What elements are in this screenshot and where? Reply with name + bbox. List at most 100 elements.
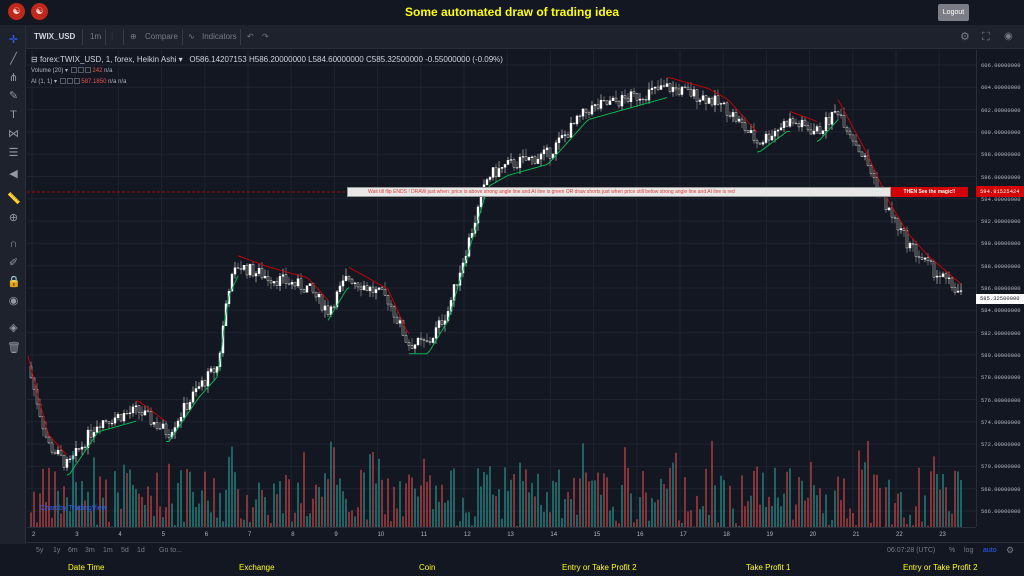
axis-settings-icon[interactable]: ⚙ xyxy=(1006,545,1015,555)
volume-bar xyxy=(120,508,122,527)
goto-button[interactable]: Go to... xyxy=(159,547,182,554)
range-1d[interactable]: 1d xyxy=(137,547,145,554)
candle-body xyxy=(161,423,165,429)
ai-line-segment xyxy=(675,79,680,81)
time-tick-label: 18 xyxy=(723,532,730,538)
percent-toggle[interactable]: % xyxy=(949,547,956,554)
candle-body xyxy=(812,130,816,135)
pattern-icon[interactable]: ⋈ xyxy=(8,128,19,140)
interval-selector[interactable]: 1m xyxy=(90,32,102,41)
candle-body xyxy=(275,281,279,286)
ruler-icon[interactable]: 📏 xyxy=(7,193,21,205)
auto-toggle[interactable]: auto xyxy=(983,547,997,554)
undo-icon[interactable]: ↶ xyxy=(247,32,254,41)
layers-icon[interactable]: ◈ xyxy=(9,322,18,334)
fib-icon[interactable]: ☰ xyxy=(8,147,19,159)
candle-body xyxy=(356,282,360,288)
log-toggle[interactable]: log xyxy=(964,547,974,554)
range-1y[interactable]: 1y xyxy=(53,547,61,554)
volume-study-name[interactable]: Volume (20) xyxy=(31,68,64,74)
volume-bar xyxy=(393,486,395,527)
series-name[interactable]: forex:TWIX_USD, 1, forex, Heikin Ashi xyxy=(39,55,177,64)
volume-bar xyxy=(48,467,50,527)
ai-line-segment xyxy=(207,383,212,388)
settings-icon[interactable]: ⚙ xyxy=(960,31,970,43)
ai-line-segment xyxy=(708,88,713,92)
close-small-icon[interactable] xyxy=(73,78,80,85)
range-6m[interactable]: 6m xyxy=(68,547,78,554)
eye-icon[interactable]: ◉ xyxy=(8,295,19,307)
visibility-icon[interactable] xyxy=(70,67,77,74)
crosshair-icon[interactable]: ✛ xyxy=(8,34,19,46)
volume-bar xyxy=(690,510,692,527)
redo-icon[interactable]: ↷ xyxy=(262,32,269,41)
volume-bar xyxy=(318,487,320,527)
indicators-button[interactable]: Indicators xyxy=(202,32,237,41)
chart-type-icon[interactable]: ⫶ xyxy=(111,32,113,41)
collapse-icon[interactable]: ⊟ xyxy=(31,55,38,64)
range-1m[interactable]: 1m xyxy=(103,547,113,554)
chart-canvas[interactable] xyxy=(27,50,976,527)
ai-line-segment xyxy=(42,414,47,427)
ai-line-segment xyxy=(243,257,248,260)
candle-body xyxy=(269,280,273,284)
ai-line-segment xyxy=(255,261,260,264)
volume-bar xyxy=(264,497,266,527)
candle-body xyxy=(503,164,507,168)
settings-small-icon[interactable] xyxy=(66,78,73,85)
zoom-icon[interactable]: ⊕ xyxy=(8,212,19,224)
volume-bar xyxy=(546,492,548,527)
candle-body xyxy=(728,115,732,117)
ai-line-segment xyxy=(663,97,668,99)
trash-icon[interactable]: 🗑 xyxy=(7,342,21,354)
volume-bar xyxy=(111,526,113,527)
candle-body xyxy=(674,86,678,90)
range-5y[interactable]: 5y xyxy=(36,547,44,554)
price-axis[interactable]: 606.00000000 604.00000000 602.00000000 600.… xyxy=(976,50,1024,527)
time-axis[interactable]: 2 3 4 5 6 7 8 9 10 11 12 13 14 15 16 17 18 19 20 21 22 23 xyxy=(27,527,976,542)
volume-bar xyxy=(315,484,317,527)
ai-line-segment xyxy=(738,111,743,116)
compare-button[interactable]: Compare xyxy=(145,32,178,41)
logout-button[interactable]: Logout xyxy=(938,4,969,21)
volume-bar xyxy=(567,492,569,527)
divider xyxy=(105,29,106,45)
settings-small-icon[interactable] xyxy=(77,67,84,74)
snapshot-icon[interactable]: ◉ xyxy=(1004,31,1013,42)
compare-icon[interactable]: ⊕ xyxy=(130,32,137,41)
back-arrow-icon[interactable]: ◀ xyxy=(9,168,18,180)
tradingview-watermark[interactable]: Chart by TradingView xyxy=(40,505,107,512)
ai-line-segment xyxy=(528,168,533,170)
ai-line-segment xyxy=(30,367,35,380)
ai-line-segment xyxy=(489,183,494,186)
candle-body xyxy=(506,160,510,165)
text-icon[interactable]: T xyxy=(10,109,17,121)
fullscreen-icon[interactable]: ⛶ xyxy=(982,31,990,43)
ai-study-name[interactable]: AI (1, 1) xyxy=(31,79,53,85)
dropdown-icon[interactable]: ▾ xyxy=(178,55,183,64)
ai-line-segment xyxy=(609,112,614,114)
candle-body xyxy=(212,368,216,373)
lock-drawings-icon[interactable]: ✐ xyxy=(8,257,19,269)
visibility-icon[interactable] xyxy=(59,78,66,85)
lock-icon[interactable]: 🔒 xyxy=(7,276,21,288)
trend-line-icon[interactable]: ╱ xyxy=(10,53,17,65)
candle-body xyxy=(437,320,441,328)
volume-bar xyxy=(336,484,338,527)
volume-bar xyxy=(405,483,407,527)
indicators-icon[interactable]: ∿ xyxy=(188,32,195,41)
magnet-icon[interactable]: ∩ xyxy=(9,238,18,250)
brush-icon[interactable]: ✎ xyxy=(8,90,19,102)
volume-bar xyxy=(774,467,776,527)
range-5d[interactable]: 5d xyxy=(121,547,129,554)
ai-line-segment xyxy=(579,124,584,129)
ai-line-segment xyxy=(93,433,98,439)
ai-line-segment xyxy=(822,132,827,137)
candle-body xyxy=(614,97,618,102)
close-small-icon[interactable] xyxy=(84,67,91,74)
candle-body xyxy=(386,295,390,305)
pitchfork-icon[interactable]: ⋔ xyxy=(8,72,19,84)
volume-bar xyxy=(720,475,722,527)
symbol-selector[interactable]: TWIX_USD xyxy=(34,32,76,41)
range-3m[interactable]: 3m xyxy=(85,547,95,554)
